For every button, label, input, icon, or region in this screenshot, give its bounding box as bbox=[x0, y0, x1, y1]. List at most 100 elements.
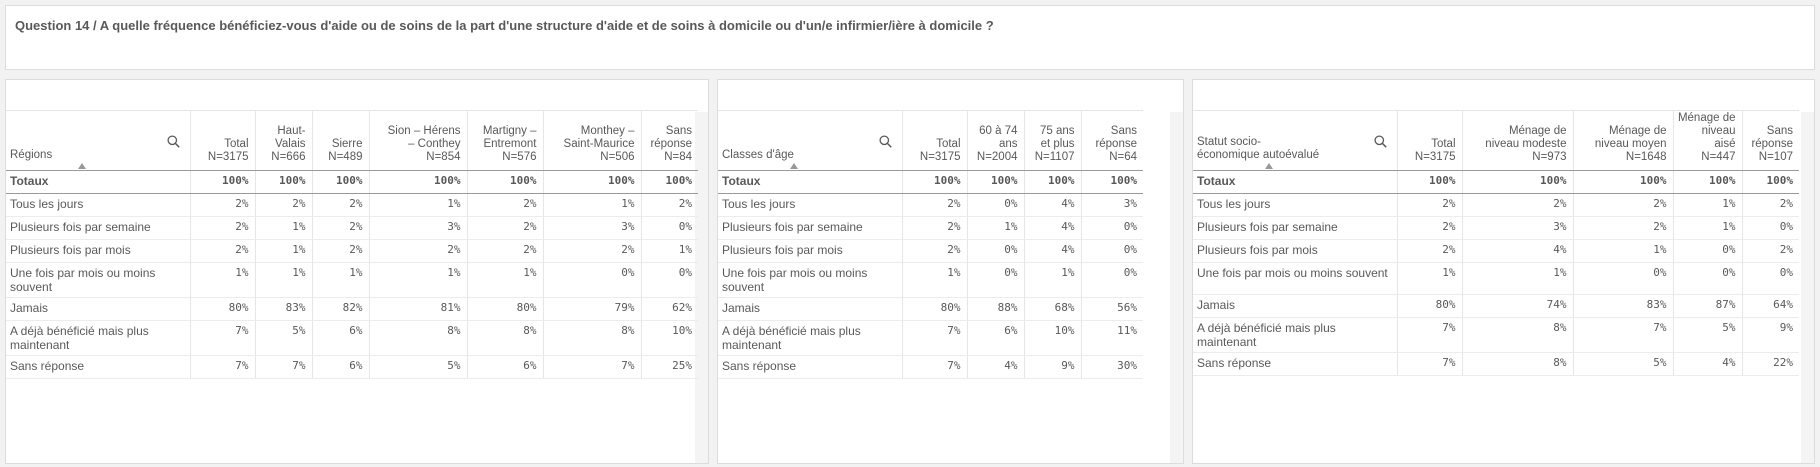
table-cell: 4% bbox=[966, 355, 1024, 379]
table-cell: 2% bbox=[466, 239, 543, 263]
column-header[interactable]: Ménage de niveau moyen N=1648 bbox=[1572, 110, 1673, 171]
sort-ascending-icon[interactable] bbox=[78, 163, 86, 169]
table-row[interactable]: Une fois par mois ou moins souvent 1% 1% 0%… bbox=[1193, 262, 1799, 295]
table-row[interactable]: Une fois par mois ou moins souvent 1% 0% 1%… bbox=[718, 262, 1143, 298]
column-header[interactable]: Sans réponse N=84 bbox=[640, 110, 698, 171]
table-row[interactable]: Sans réponse 7% 7% 6% 5% 6% 7% 25% bbox=[6, 355, 698, 379]
table-cell: 2% bbox=[311, 216, 369, 240]
sort-ascending-icon[interactable] bbox=[790, 163, 798, 169]
table-cell: 1% bbox=[189, 262, 255, 298]
table-row[interactable]: A déjà bénéficié mais plus maintenant 7% 8… bbox=[1193, 317, 1799, 353]
table-cell: 2% bbox=[254, 193, 312, 217]
table-row[interactable]: Tous les jours 2% 0% 4% 3% bbox=[718, 193, 1143, 217]
table-cell: 6% bbox=[311, 355, 369, 379]
dimension-header[interactable]: Statut socio-économique autoévalué bbox=[1193, 110, 1397, 171]
search-icon[interactable] bbox=[166, 135, 180, 148]
table-cell: 1% bbox=[254, 239, 312, 263]
table-cell: 0% bbox=[1741, 216, 1799, 240]
table-row[interactable]: Plusieurs fois par semaine 2% 1% 2% 3% 2% 3% 0% bbox=[6, 216, 698, 240]
column-header[interactable]: Sierre N=489 bbox=[311, 110, 369, 171]
table-cell: 68% bbox=[1023, 297, 1081, 321]
sort-ascending-icon[interactable] bbox=[1265, 163, 1273, 169]
table-cell: 8% bbox=[542, 320, 641, 356]
dimension-header[interactable]: Régions bbox=[6, 110, 190, 171]
dimension-header[interactable]: Classes d'âge bbox=[718, 110, 902, 171]
search-icon[interactable] bbox=[878, 135, 892, 148]
table-cell: 100% bbox=[542, 170, 641, 194]
vertical-scrollbar[interactable] bbox=[695, 112, 708, 463]
table-row[interactable]: Jamais 80% 74% 83% 87% 64% bbox=[1193, 294, 1799, 318]
table-cell: 2% bbox=[189, 193, 255, 217]
column-header[interactable]: Total N=3175 bbox=[189, 110, 255, 171]
table-cell: 6% bbox=[311, 320, 369, 356]
table-cell: 100% bbox=[1023, 170, 1081, 194]
table-cell: 2% bbox=[466, 193, 543, 217]
row-label: A déjà bénéficié mais plus maintenant bbox=[718, 320, 902, 356]
table-cell: 1% bbox=[1023, 262, 1081, 298]
column-header[interactable]: 60 à 74 ans N=2004 bbox=[966, 110, 1024, 171]
table-cell: 1% bbox=[1572, 239, 1673, 263]
vertical-scrollbar[interactable] bbox=[1170, 112, 1183, 463]
table-cell: 7% bbox=[189, 355, 255, 379]
table-row[interactable]: Plusieurs fois par semaine 2% 1% 4% 0% bbox=[718, 216, 1143, 240]
column-header[interactable]: Martigny – Entremont N=576 bbox=[466, 110, 543, 171]
table-row[interactable]: Tous les jours 2% 2% 2% 1% 2% bbox=[1193, 193, 1799, 217]
table-cell: 11% bbox=[1080, 320, 1143, 356]
table-cell: 0% bbox=[1672, 239, 1742, 263]
table-row[interactable]: Jamais 80% 88% 68% 56% bbox=[718, 297, 1143, 321]
column-header[interactable]: Total N=3175 bbox=[901, 110, 967, 171]
table-cell: 8% bbox=[368, 320, 467, 356]
table-row[interactable]: Plusieurs fois par semaine 2% 3% 2% 1% 0% bbox=[1193, 216, 1799, 240]
search-icon[interactable] bbox=[1373, 135, 1387, 148]
table-cell: 4% bbox=[1023, 193, 1081, 217]
column-header[interactable]: Monthey – Saint-Maurice N=506 bbox=[542, 110, 641, 171]
table-cell: 7% bbox=[901, 320, 967, 356]
column-header[interactable]: Sion – Hérens – Conthey N=854 bbox=[368, 110, 467, 171]
column-header[interactable]: Sans réponse N=64 bbox=[1080, 110, 1143, 171]
table-row[interactable]: Tous les jours 2% 2% 2% 1% 2% 1% 2% bbox=[6, 193, 698, 217]
table-cell: 1% bbox=[254, 216, 312, 240]
table-cell: 100% bbox=[901, 170, 967, 194]
question-header: Question 14 / A quelle fréquence bénéfic… bbox=[5, 5, 1815, 70]
table-row[interactable]: Sans réponse 7% 4% 9% 30% bbox=[718, 355, 1143, 379]
table-row[interactable]: Une fois par mois ou moins souvent 1% 1% 1%… bbox=[6, 262, 698, 298]
table-cell: 0% bbox=[1080, 216, 1143, 240]
table-row[interactable]: Plusieurs fois par mois 2% 1% 2% 2% 2% 2% 1% bbox=[6, 239, 698, 263]
table-cell: 100% bbox=[1461, 170, 1573, 194]
table-cell: 7% bbox=[189, 320, 255, 356]
row-label: Tous les jours bbox=[1193, 193, 1397, 217]
table-cell: 9% bbox=[1023, 355, 1081, 379]
table-cell: 1% bbox=[1672, 193, 1742, 217]
table-cell: 7% bbox=[1572, 317, 1673, 353]
table-cell: 30% bbox=[1080, 355, 1143, 379]
column-header[interactable]: Sans réponse N=107 bbox=[1741, 110, 1799, 171]
totals-row: Totaux 100% 100% 100% 100% 100% bbox=[1193, 170, 1799, 194]
table-row[interactable]: Jamais 80% 83% 82% 81% 80% 79% 62% bbox=[6, 297, 698, 321]
row-label: Jamais bbox=[1193, 294, 1397, 318]
table-cell: 2% bbox=[901, 193, 967, 217]
row-label: Plusieurs fois par semaine bbox=[1193, 216, 1397, 240]
table-cell: 1% bbox=[1672, 216, 1742, 240]
table-row[interactable]: A déjà bénéficié mais plus maintenant 7% 5… bbox=[6, 320, 698, 356]
table-cell: 80% bbox=[466, 297, 543, 321]
row-label: Plusieurs fois par semaine bbox=[718, 216, 902, 240]
table-cell: 2% bbox=[1741, 193, 1799, 217]
table-cell: 80% bbox=[901, 297, 967, 321]
column-header[interactable]: Ménage de niveau aisé N=447 bbox=[1672, 110, 1742, 171]
row-label: Sans réponse bbox=[1193, 352, 1397, 376]
vertical-scrollbar[interactable] bbox=[1801, 112, 1814, 463]
table-row[interactable]: Plusieurs fois par mois 2% 4% 1% 0% 2% bbox=[1193, 239, 1799, 263]
column-header[interactable]: Total N=3175 bbox=[1396, 110, 1462, 171]
table-row[interactable]: Sans réponse 7% 8% 5% 4% 22% bbox=[1193, 352, 1799, 376]
column-header[interactable]: Haut- Valais N=666 bbox=[254, 110, 312, 171]
table-cell: 1% bbox=[368, 262, 467, 298]
table-cell: 1% bbox=[1396, 262, 1462, 295]
table-cell: 7% bbox=[254, 355, 312, 379]
table-cell: 3% bbox=[368, 216, 467, 240]
table-cell: 5% bbox=[1572, 352, 1673, 376]
table-row[interactable]: Plusieurs fois par mois 2% 0% 4% 0% bbox=[718, 239, 1143, 263]
pivot-table-age-classes: Classes d'âge Total N=3175 60 à 74 ans N=2004… bbox=[718, 110, 1143, 379]
column-header[interactable]: 75 ans et plus N=1107 bbox=[1023, 110, 1081, 171]
column-header[interactable]: Ménage de niveau modeste N=973 bbox=[1461, 110, 1573, 171]
table-row[interactable]: A déjà bénéficié mais plus maintenant 7% 6… bbox=[718, 320, 1143, 356]
